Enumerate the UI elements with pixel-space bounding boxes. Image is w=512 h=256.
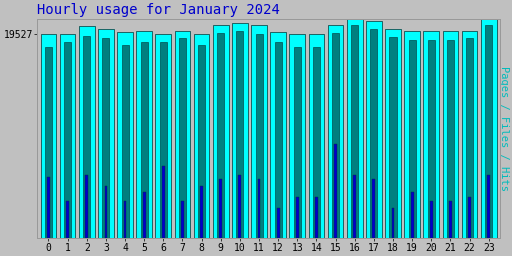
Bar [370,28,377,238]
Bar [251,25,267,238]
Bar [462,31,477,238]
Bar [372,179,375,238]
Bar [179,38,186,238]
Bar [442,31,458,238]
Bar [428,39,435,238]
Bar [449,201,452,238]
Bar [294,47,301,238]
Bar [296,197,298,238]
Bar [121,45,129,238]
Bar [258,179,261,238]
Bar [334,144,337,238]
Bar [392,208,394,238]
Bar [232,23,248,238]
Bar [481,19,497,238]
Bar [213,25,228,238]
Bar [255,34,263,238]
Bar [156,34,171,238]
Bar [289,34,305,238]
Bar [200,186,203,238]
Bar [409,39,416,238]
Bar [239,175,241,238]
Bar [64,42,71,238]
Bar [198,45,205,238]
Bar [217,33,224,238]
Bar [351,25,358,238]
Bar [277,208,280,238]
Bar [40,34,56,238]
Bar [390,37,396,238]
Bar [328,25,344,238]
Bar [270,32,286,238]
Bar [385,29,401,238]
Bar [332,33,339,238]
Bar [313,47,320,238]
Bar [423,31,439,238]
Bar [485,25,492,238]
Bar [162,166,165,238]
Bar [181,201,184,238]
Text: Hourly usage for January 2024: Hourly usage for January 2024 [37,4,280,17]
Bar [175,31,190,238]
Bar [447,39,454,238]
Bar [123,201,126,238]
Bar [117,32,133,238]
Bar [487,175,490,238]
Bar [136,31,152,238]
Bar [104,186,108,238]
Bar [366,21,382,238]
Bar [347,19,362,238]
Bar [60,34,75,238]
Bar [315,197,318,238]
Bar [237,31,243,238]
Bar [66,201,69,238]
Y-axis label: Pages / Files / Hits: Pages / Files / Hits [499,66,508,191]
Bar [141,42,148,238]
Bar [83,36,90,238]
Bar [79,26,95,238]
Bar [160,42,167,238]
Bar [430,201,433,238]
Bar [466,38,473,238]
Bar [404,31,420,238]
Bar [102,38,110,238]
Bar [219,179,222,238]
Bar [86,175,88,238]
Bar [274,42,282,238]
Bar [45,47,52,238]
Bar [47,177,50,238]
Bar [411,192,414,238]
Bar [309,34,324,238]
Bar [468,197,471,238]
Bar [143,192,145,238]
Bar [353,175,356,238]
Bar [194,34,209,238]
Bar [98,28,114,238]
